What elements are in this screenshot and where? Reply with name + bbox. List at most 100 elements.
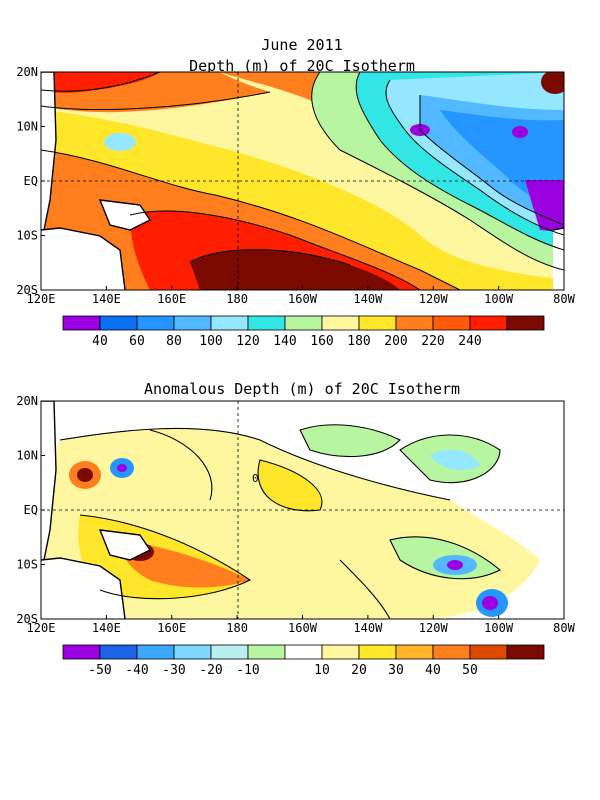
colorbar-label: 30 (388, 663, 404, 678)
lon-tick-label: 160W (288, 621, 318, 635)
colorbar-swatch (210, 315, 249, 331)
anomaly-low-east (482, 596, 498, 610)
colorbar-swatch (99, 315, 138, 331)
colorbar-label: -10 (236, 663, 259, 678)
anomaly-band-neg-20a (430, 449, 480, 471)
figure-title: June 2011 (261, 36, 342, 54)
colorbar-swatch (247, 315, 286, 331)
colorbar-swatch (136, 315, 175, 331)
depth-min-patch-2 (512, 126, 528, 138)
contour-label: 0 (252, 472, 259, 485)
depth-panel-title: Depth (m) of 20C Isotherm (189, 57, 415, 75)
colorbar-swatch (136, 644, 175, 660)
colorbar-swatch (506, 315, 545, 331)
lon-tick-label: 140W (353, 292, 383, 306)
land-new-guinea-2 (100, 530, 150, 560)
depth-coastlines (41, 72, 564, 290)
colorbar-label: 240 (458, 334, 481, 349)
colorbar-swatch (469, 315, 508, 331)
anomaly-band-central (258, 460, 322, 511)
colorbar-swatch (432, 315, 471, 331)
lat-tick-label: EQ (24, 174, 38, 188)
lon-tick-label: 140W (353, 621, 383, 635)
anomaly-low-west-core (117, 464, 127, 472)
lon-tick-label: 140E (92, 621, 121, 635)
colorbar-swatch (247, 644, 286, 660)
lon-tick-label: 160W (288, 292, 318, 306)
depth-northeast-patch (541, 72, 564, 94)
colorbar-swatch (321, 315, 360, 331)
colorbar-swatch (469, 644, 508, 660)
colorbar-label: 80 (166, 334, 182, 349)
colorbar-label: -50 (88, 663, 111, 678)
colorbar-label: 160 (310, 334, 333, 349)
anomaly-panel: Anomalous Depth (m) of 20C Isotherm (16, 380, 575, 678)
depth-contours (41, 72, 564, 290)
land-new-guinea (100, 200, 150, 230)
lat-tick-label: 10N (16, 120, 38, 134)
colorbar-label: 200 (384, 334, 407, 349)
depth-low-patch (104, 133, 136, 151)
colorbar-label: 40 (425, 663, 441, 678)
colorbar-swatch (506, 644, 545, 660)
colorbar-swatch (284, 315, 323, 331)
land-asia-2 (41, 401, 56, 570)
land-south-america (553, 228, 564, 290)
colorbar-label: 60 (129, 334, 145, 349)
colorbar-swatch (62, 644, 101, 660)
colorbar-swatch (284, 644, 323, 660)
land-australia (41, 228, 125, 290)
lon-tick-label: 120E (27, 621, 56, 635)
colorbar-label: 20 (351, 663, 367, 678)
colorbar-swatch (321, 644, 360, 660)
depth-gridlines (41, 72, 564, 290)
lon-tick-label: 80W (553, 292, 575, 306)
anomaly-coastlines (41, 401, 152, 619)
lat-tick-label: 20N (16, 394, 38, 408)
colorbar-label: -20 (199, 663, 222, 678)
colorbar-swatch (210, 644, 249, 660)
lon-tick-label: 120W (419, 292, 449, 306)
lon-tick-label: 180 (226, 292, 248, 306)
depth-band-40 (525, 180, 564, 232)
depth-panel: Depth (m) of 20C Isotherm (16, 57, 575, 349)
colorbar-label: -40 (125, 663, 148, 678)
anomaly-panel-title: Anomalous Depth (m) of 20C Isotherm (144, 380, 460, 398)
depth-band-260 (190, 249, 400, 290)
colorbar-label: 180 (347, 334, 370, 349)
colorbar-label: 50 (462, 663, 478, 678)
lon-tick-label: 180 (226, 621, 248, 635)
colorbar-label: 140 (273, 334, 296, 349)
lon-tick-label: 160E (157, 621, 186, 635)
lat-tick-label: 20S (16, 612, 38, 626)
colorbar-label: -30 (162, 663, 185, 678)
depth-map (41, 72, 564, 290)
lat-tick-label: 20N (16, 65, 38, 79)
lat-tick-label: 10S (16, 229, 38, 243)
colorbar-swatch (358, 644, 397, 660)
anomaly-colorbar: -50 -40 -30 -20 -10 10 20 30 40 50 (62, 644, 545, 678)
land-asia (41, 72, 56, 240)
lon-tick-label: 120W (419, 621, 449, 635)
lon-tick-label: 160E (157, 292, 186, 306)
lat-tick-label: 20S (16, 283, 38, 297)
anomaly-max-north (77, 468, 93, 482)
colorbar-label: 120 (236, 334, 259, 349)
colorbar-swatch (173, 315, 212, 331)
lon-tick-label: 80W (553, 621, 575, 635)
colorbar-swatch (358, 315, 397, 331)
colorbar-swatch (432, 644, 471, 660)
land-australia-2 (41, 558, 125, 619)
colorbar-label: 220 (421, 334, 444, 349)
colorbar-swatch (395, 315, 434, 331)
lon-tick-label: 140E (92, 292, 121, 306)
lat-tick-label: 10S (16, 558, 38, 572)
colorbar-label: 100 (199, 334, 222, 349)
depth-colorbar: 40 60 80 100 120 140 160 180 200 220 240 (62, 315, 545, 349)
lat-tick-label: EQ (24, 503, 38, 517)
colorbar-swatch (99, 644, 138, 660)
lon-tick-label: 100W (484, 292, 514, 306)
depth-band-north-220 (41, 72, 160, 93)
